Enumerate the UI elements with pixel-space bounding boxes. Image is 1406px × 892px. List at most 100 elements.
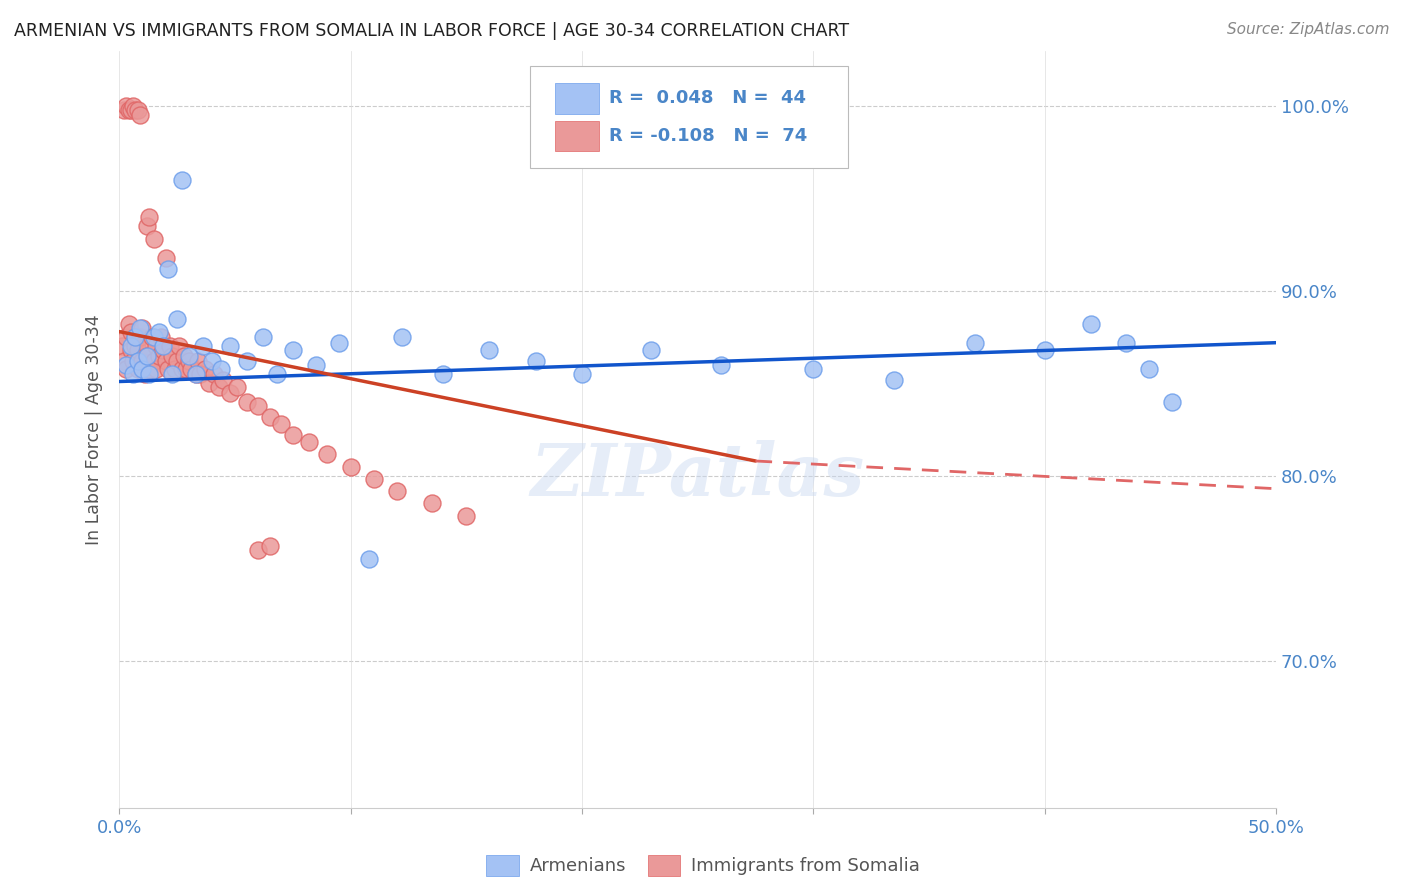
Point <box>124 339 146 353</box>
Point <box>141 330 163 344</box>
Point <box>155 251 177 265</box>
Point <box>432 367 454 381</box>
Point <box>188 367 211 381</box>
Point <box>138 210 160 224</box>
Point <box>124 330 146 344</box>
Point <box>149 330 172 344</box>
Point <box>156 361 179 376</box>
Point <box>281 343 304 357</box>
Point <box>209 361 232 376</box>
FancyBboxPatch shape <box>555 83 599 113</box>
Point <box>1033 343 1056 357</box>
Point <box>184 367 207 381</box>
Point <box>166 354 188 368</box>
Point <box>247 399 270 413</box>
Point <box>359 552 381 566</box>
Legend: Armenians, Immigrants from Somalia: Armenians, Immigrants from Somalia <box>479 847 927 883</box>
Point <box>136 219 159 234</box>
Point <box>136 339 159 353</box>
Point <box>110 339 132 353</box>
Point <box>177 349 200 363</box>
Point <box>115 330 138 344</box>
Point <box>219 385 242 400</box>
Point <box>177 354 200 368</box>
Point <box>259 409 281 424</box>
Point <box>129 108 152 122</box>
Point <box>1137 361 1160 376</box>
Y-axis label: In Labor Force | Age 30-34: In Labor Force | Age 30-34 <box>86 314 103 545</box>
Point <box>115 361 138 376</box>
Point <box>202 367 225 381</box>
Point <box>120 103 142 117</box>
Point <box>117 317 139 331</box>
Point <box>127 343 149 357</box>
Point <box>159 339 181 353</box>
Point <box>162 367 184 381</box>
Point <box>266 367 288 381</box>
FancyBboxPatch shape <box>530 66 848 168</box>
Point <box>208 380 231 394</box>
Point <box>176 361 198 376</box>
Point <box>138 367 160 381</box>
Point <box>173 349 195 363</box>
Point <box>131 321 153 335</box>
Point <box>138 361 160 376</box>
Point <box>117 103 139 117</box>
Point <box>152 343 174 357</box>
Point <box>328 335 350 350</box>
Point <box>339 459 361 474</box>
Point <box>420 496 443 510</box>
Point <box>143 354 166 368</box>
Point <box>801 361 824 376</box>
Point <box>883 373 905 387</box>
Point <box>391 330 413 344</box>
Point <box>131 361 153 376</box>
Point <box>163 361 186 376</box>
Point <box>640 343 662 357</box>
Point <box>385 483 408 498</box>
Point <box>226 380 249 394</box>
Point <box>170 361 193 376</box>
Point <box>235 394 257 409</box>
Point <box>235 354 257 368</box>
Point <box>1160 394 1182 409</box>
Point <box>148 349 170 363</box>
Text: R =  0.048   N =  44: R = 0.048 N = 44 <box>609 89 806 107</box>
Point <box>136 349 159 363</box>
Text: ZIPatlas: ZIPatlas <box>530 440 865 510</box>
Point <box>219 339 242 353</box>
Point <box>965 335 987 350</box>
Point <box>124 330 146 344</box>
Point <box>148 325 170 339</box>
Point <box>120 339 142 353</box>
Point <box>145 339 167 353</box>
Point <box>187 354 209 368</box>
Point <box>127 361 149 376</box>
Point <box>184 367 207 381</box>
Text: Source: ZipAtlas.com: Source: ZipAtlas.com <box>1226 22 1389 37</box>
Point <box>122 367 145 381</box>
Point <box>120 343 142 357</box>
Point <box>198 376 221 391</box>
Point <box>363 473 385 487</box>
Point <box>134 367 156 381</box>
Point <box>259 539 281 553</box>
Point <box>120 325 142 339</box>
Point <box>143 330 166 344</box>
Point <box>524 354 547 368</box>
Point <box>281 428 304 442</box>
Point <box>156 261 179 276</box>
Point <box>122 354 145 368</box>
Point <box>194 361 217 376</box>
Point <box>112 103 135 117</box>
Point <box>456 509 478 524</box>
Point <box>169 339 191 353</box>
Point <box>152 339 174 353</box>
Point <box>710 358 733 372</box>
Text: R = -0.108   N =  74: R = -0.108 N = 74 <box>609 128 807 145</box>
Point <box>131 354 153 368</box>
Point <box>136 349 159 363</box>
Point <box>143 232 166 246</box>
Point <box>112 354 135 368</box>
Point <box>115 99 138 113</box>
